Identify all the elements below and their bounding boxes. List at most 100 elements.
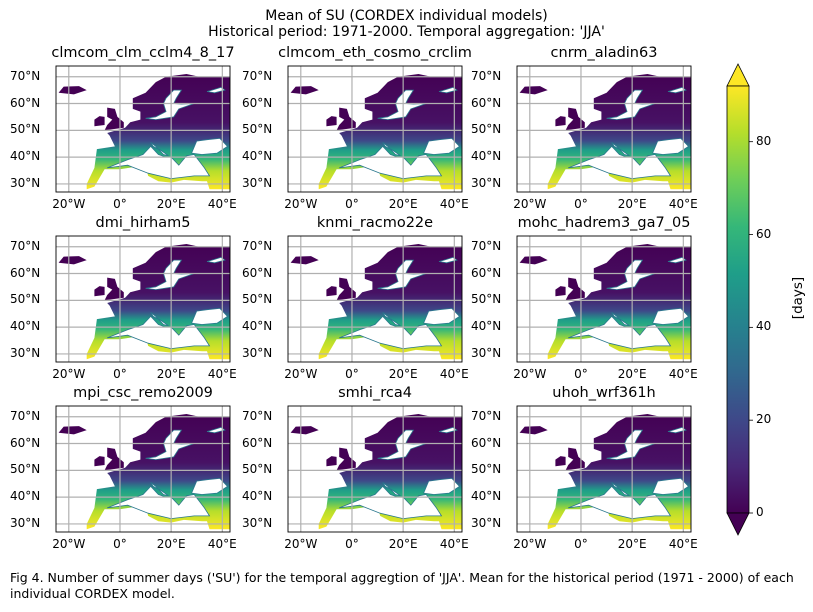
sea-mask-1 (652, 307, 690, 325)
x-tick-label: 20°W (284, 537, 318, 551)
y-tick-label: 50°N (471, 462, 502, 477)
x-tick-label: 20°W (284, 367, 318, 381)
y-tick-label: 40°N (10, 489, 41, 504)
x-tick-label: 20°E (388, 367, 418, 381)
sea-mask-3 (606, 259, 656, 291)
x-tick-label: 40°E (207, 197, 237, 211)
y-tick-label: 30°N (10, 175, 41, 190)
y-tick-label: 30°N (242, 345, 273, 360)
panel-frame (516, 235, 692, 363)
y-tick-label: 30°N (471, 345, 502, 360)
sea-mask-0 (339, 145, 443, 180)
x-tick-label: 0° (574, 197, 588, 211)
land-field-uk (104, 107, 124, 131)
x-tick-label: 40°E (207, 367, 237, 381)
sea-mask-1 (652, 137, 690, 155)
sea-mask-1 (423, 307, 461, 325)
y-tick-label: 30°N (10, 345, 41, 360)
land-field-uk (565, 447, 585, 471)
chart-subtitle: Historical period: 1971-2000. Temporal a… (208, 24, 605, 40)
sea-mask-3 (377, 89, 427, 121)
x-tick-label: 0° (345, 537, 359, 551)
colorbar-label: [days] (790, 276, 806, 320)
x-tick-label: 0° (574, 537, 588, 551)
x-tick-label: 20°E (617, 537, 647, 551)
sea-mask-4 (667, 86, 687, 94)
y-tick-label: 70°N (10, 68, 41, 83)
y-tick-label: 70°N (242, 408, 273, 423)
sea-mask-4 (206, 426, 226, 434)
x-tick-label: 20°E (617, 367, 647, 381)
x-tick-label: 20°W (513, 367, 547, 381)
y-tick-label: 60°N (10, 265, 41, 280)
sea-mask-4 (438, 426, 458, 434)
map-panel-mpi_csc_remo2009 (55, 405, 231, 533)
x-tick-label: 20°W (52, 537, 86, 551)
sea-mask-0 (568, 145, 672, 180)
colorbar-tick-label: 20 (756, 412, 772, 427)
sea-mask-2 (382, 482, 401, 497)
sea-mask-3 (377, 429, 427, 461)
panel-title-cnrm_aladin63: cnrm_aladin63 (550, 45, 658, 61)
x-tick-label: 40°E (207, 537, 237, 551)
colorbar-body (726, 85, 750, 514)
sea-mask-0 (107, 315, 211, 350)
y-tick-label: 70°N (471, 408, 502, 423)
sea-mask-0 (107, 485, 211, 520)
map-panel-cnrm_aladin63 (516, 65, 692, 193)
y-tick-label: 40°N (471, 319, 502, 334)
y-tick-label: 40°N (471, 489, 502, 504)
x-tick-label: 20°W (52, 197, 86, 211)
panel-frame (287, 65, 463, 193)
y-tick-label: 60°N (242, 95, 273, 110)
land-field-uk (565, 277, 585, 301)
y-tick-label: 70°N (242, 68, 273, 83)
land-field-uk (565, 107, 585, 131)
x-tick-label: 20°W (284, 197, 318, 211)
y-tick-label: 30°N (10, 515, 41, 530)
x-tick-label: 20°E (156, 537, 186, 551)
land-field-ireland (555, 286, 566, 297)
y-tick-label: 30°N (242, 175, 273, 190)
land-field-ireland (94, 286, 105, 297)
sea-mask-3 (606, 89, 656, 121)
y-tick-label: 60°N (471, 95, 502, 110)
x-tick-label: 20°E (156, 367, 186, 381)
land-field-ireland (94, 116, 105, 127)
land-field-ireland (326, 116, 337, 127)
colorbar-tick-label: 0 (756, 505, 764, 519)
colorbar (726, 63, 753, 536)
land-field-ireland (326, 286, 337, 297)
land-field-uk (336, 277, 356, 301)
y-tick-label: 50°N (10, 292, 41, 307)
y-tick-label: 70°N (10, 238, 41, 253)
sea-mask-3 (145, 259, 195, 291)
chart-title: Mean of SU (CORDEX individual models) (265, 8, 548, 24)
sea-mask-3 (606, 429, 656, 461)
sea-mask-0 (568, 485, 672, 520)
x-tick-label: 20°E (617, 197, 647, 211)
map-panel-uhoh_wrf361h (516, 405, 692, 533)
panel-title-mohc_hadrem3_ga7_05: mohc_hadrem3_ga7_05 (517, 215, 691, 231)
map-panel-clmcom_clm_cclm4_8_17 (55, 65, 231, 193)
sea-mask-1 (652, 477, 690, 495)
sea-mask-4 (438, 256, 458, 264)
sea-mask-2 (611, 312, 630, 327)
x-tick-label: 0° (574, 367, 588, 381)
land-field-iceland (58, 256, 87, 265)
y-tick-label: 60°N (471, 265, 502, 280)
x-tick-label: 40°E (439, 537, 469, 551)
y-tick-label: 60°N (10, 435, 41, 450)
panel-frame (287, 235, 463, 363)
panel-title-clmcom_clm_cclm4_8_17: clmcom_clm_cclm4_8_17 (51, 45, 235, 61)
y-tick-label: 40°N (10, 319, 41, 334)
land-field-iceland (290, 256, 319, 265)
land-field-iceland (290, 86, 319, 95)
sea-mask-3 (377, 259, 427, 291)
y-tick-label: 70°N (471, 238, 502, 253)
panel-frame (516, 65, 692, 193)
x-tick-label: 0° (113, 537, 127, 551)
y-tick-label: 40°N (242, 149, 273, 164)
colorbar-tick-label: 80 (756, 133, 772, 148)
sea-mask-2 (150, 482, 169, 497)
